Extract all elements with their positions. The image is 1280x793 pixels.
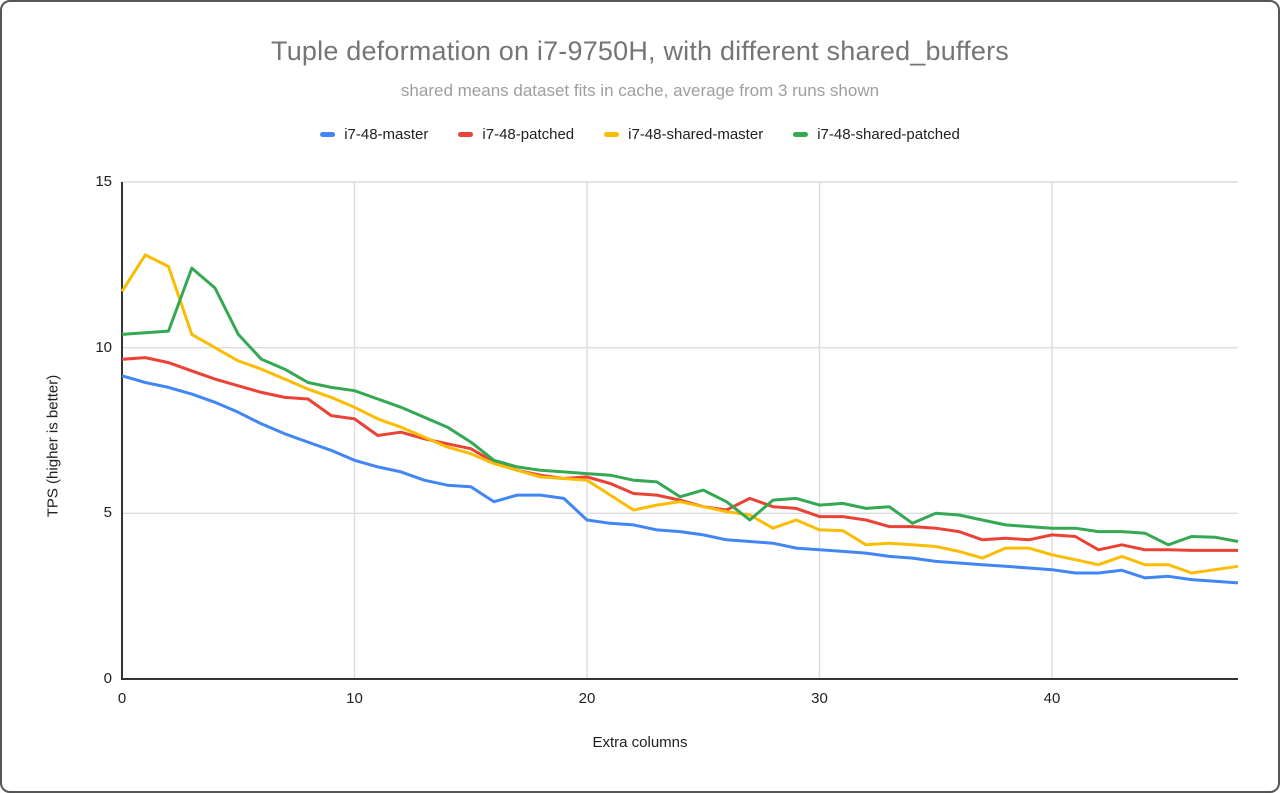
x-tick-label-40: 40: [1043, 690, 1061, 707]
y-tick-label-15: 15: [95, 173, 112, 190]
x-tick-label-0: 0: [117, 690, 127, 707]
legend-swatch-icon: [320, 132, 336, 137]
legend-swatch-icon: [793, 132, 809, 137]
x-tick-label-10: 10: [346, 690, 363, 707]
legend-swatch-icon: [604, 132, 620, 137]
x-tick-label-20: 20: [578, 690, 596, 707]
y-tick-label-5: 5: [103, 504, 112, 522]
chart-title: Tuple deformation on i7-9750H, with diff…: [271, 36, 1009, 66]
series-line-i7-48-shared-patched: [121, 266, 1239, 547]
legend-label: i7-48-shared-patched: [817, 126, 960, 143]
legend-label: i7-48-shared-master: [628, 126, 764, 143]
y-tick-label-0: 0: [103, 670, 112, 687]
series-line-i7-48-master: [121, 374, 1239, 585]
y-axis-title: TPS (higher is better): [44, 374, 62, 518]
x-axis-title: Extra columns: [592, 734, 688, 751]
legend-item-i7-48-patched: i7-48-patched: [458, 126, 574, 143]
legend-item-i7-48-master: i7-48-master: [320, 126, 428, 143]
series-line-i7-48-shared-master: [120, 253, 1239, 575]
chart-subtitle: shared means dataset fits in cache, aver…: [400, 81, 880, 100]
legend: i7-48-master i7-48-patched i7-48-shared-ma…: [0, 126, 1280, 143]
legend-swatch-icon: [458, 132, 474, 137]
x-tick-label-30: 30: [811, 690, 828, 707]
legend-label: i7-48-master: [344, 126, 429, 143]
y-tick-label-10: 10: [95, 338, 112, 356]
series-line-i7-48-patched: [121, 356, 1238, 552]
legend-item-i7-48-shared-master: i7-48-shared-master: [604, 126, 763, 143]
legend-item-i7-48-shared-patched: i7-48-shared-patched: [793, 126, 960, 143]
legend-label: i7-48-patched: [482, 126, 575, 143]
